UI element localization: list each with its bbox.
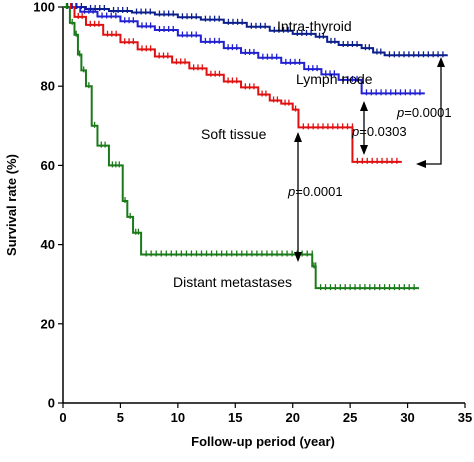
y-tick-label: 20: [41, 316, 55, 331]
series-label-intra-thyroid: Intra-thyroid: [277, 18, 352, 34]
x-tick-label: 30: [400, 410, 414, 425]
series-group: [63, 6, 448, 290]
series-line-lymph-node: [63, 6, 425, 95]
x-tick-label: 35: [458, 410, 472, 425]
censor-marks: [65, 3, 444, 291]
y-axis-title: Survival rate (%): [4, 154, 19, 256]
arrow-intra-soft-head-up: [437, 57, 445, 67]
series-line-intra-thyroid: [63, 6, 448, 57]
series-line-distant-metastases: [63, 6, 420, 290]
arrow-soft-lymph-head-up: [360, 101, 368, 111]
y-tick-label: 80: [41, 79, 55, 94]
series-line-soft-tissue: [63, 6, 402, 163]
y-tick-label: 60: [41, 158, 55, 173]
arrow-intra-soft-head-left: [416, 160, 426, 168]
x-tick-label: 15: [228, 410, 242, 425]
x-tick-label: 5: [117, 410, 124, 425]
series-label-soft-tissue: Soft tissue: [201, 126, 267, 142]
series-label-distant-metastases: Distant metastases: [173, 274, 292, 290]
y-tick-label: 100: [33, 0, 55, 15]
x-tick-label: 10: [171, 410, 185, 425]
arrow-distant-soft-head-down: [294, 252, 302, 262]
axis-ticks: 0 5 10 15 20 25 30 35 0 20 40 60 80 100: [33, 0, 472, 425]
p-value-intra-soft: p=0.0001: [396, 105, 452, 120]
x-tick-label: 0: [59, 410, 66, 425]
x-tick-label: 25: [343, 410, 357, 425]
comparison-arrows: [294, 57, 445, 262]
arrow-soft-lymph-head-down: [360, 145, 368, 155]
p-value-distant-soft: p=0.0001: [287, 184, 343, 199]
series-label-lymph-node: Lymph node: [296, 71, 373, 87]
y-tick-label: 40: [41, 237, 55, 252]
p-value-soft-lymph: p=0.0303: [351, 124, 407, 139]
y-tick-label: 0: [48, 396, 55, 411]
x-tick-label: 20: [285, 410, 299, 425]
arrow-distant-soft-head-up: [294, 132, 302, 142]
x-axis-title: Follow-up period (year): [191, 434, 335, 449]
